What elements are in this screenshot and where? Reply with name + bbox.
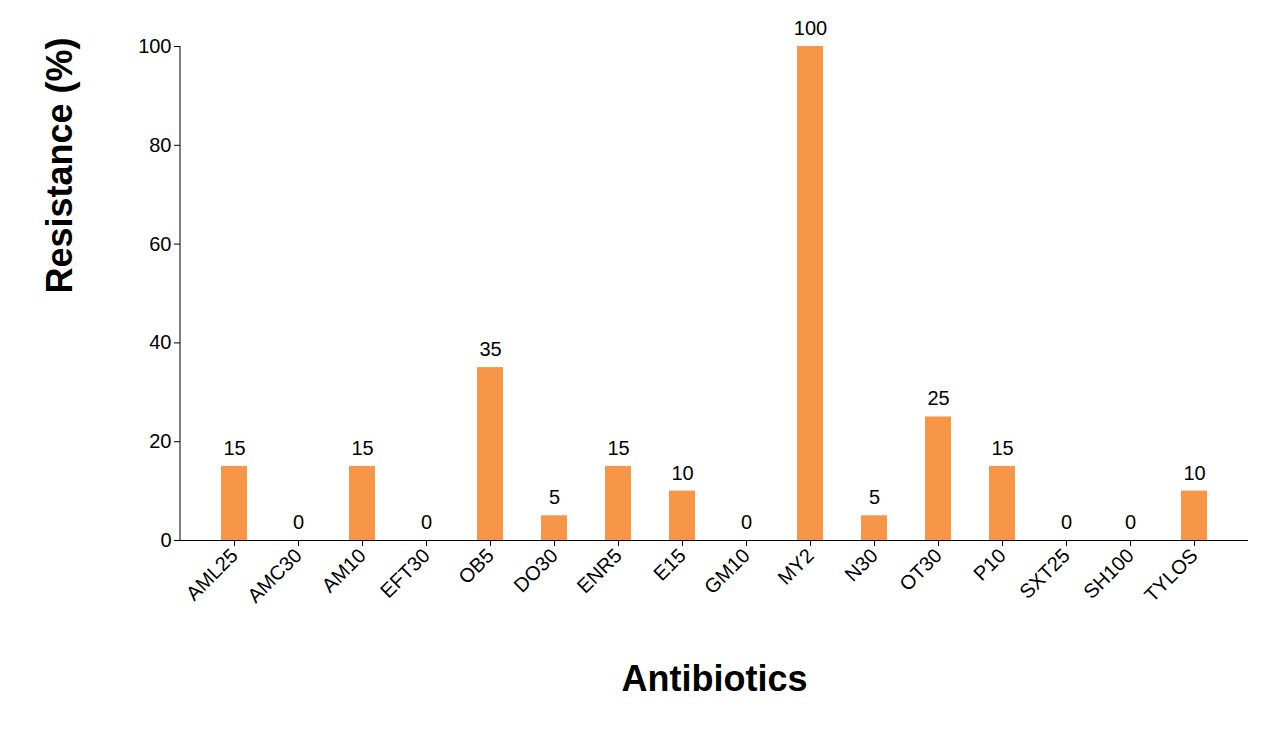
svg-text:EFT30: EFT30: [376, 544, 434, 602]
svg-text:0: 0: [421, 511, 432, 533]
svg-text:TYLOS: TYLOS: [1140, 544, 1202, 606]
svg-text:AML25: AML25: [181, 544, 241, 604]
svg-text:35: 35: [479, 338, 501, 360]
svg-text:5: 5: [869, 486, 880, 508]
svg-text:5: 5: [549, 486, 560, 508]
svg-text:100: 100: [138, 35, 171, 57]
svg-text:15: 15: [351, 437, 373, 459]
svg-text:20: 20: [149, 430, 171, 452]
svg-text:Resistance (%): Resistance (%): [39, 37, 80, 293]
svg-text:0: 0: [160, 529, 171, 551]
svg-text:P10: P10: [969, 544, 1010, 585]
svg-text:15: 15: [607, 437, 629, 459]
svg-text:SH100: SH100: [1079, 544, 1138, 603]
svg-text:15: 15: [991, 437, 1013, 459]
svg-text:25: 25: [927, 387, 949, 409]
svg-text:10: 10: [671, 462, 693, 484]
svg-text:0: 0: [741, 511, 752, 533]
svg-text:E15: E15: [649, 544, 690, 585]
svg-text:0: 0: [293, 511, 304, 533]
svg-text:N30: N30: [840, 544, 882, 586]
svg-text:40: 40: [149, 331, 171, 353]
svg-text:ENR5: ENR5: [573, 544, 626, 597]
svg-text:AM10: AM10: [317, 544, 370, 597]
svg-text:80: 80: [149, 134, 171, 156]
svg-text:Antibiotics: Antibiotics: [622, 658, 808, 699]
svg-text:100: 100: [794, 17, 827, 39]
svg-text:OT30: OT30: [895, 544, 946, 595]
svg-text:0: 0: [1061, 511, 1072, 533]
svg-text:15: 15: [223, 437, 245, 459]
svg-text:DO30: DO30: [509, 544, 562, 597]
svg-text:0: 0: [1125, 511, 1136, 533]
svg-text:60: 60: [149, 233, 171, 255]
svg-text:10: 10: [1183, 462, 1205, 484]
svg-text:AMC30: AMC30: [243, 544, 306, 607]
svg-text:GM10: GM10: [700, 544, 754, 598]
svg-text:MY2: MY2: [773, 544, 818, 589]
svg-text:SXT25: SXT25: [1015, 544, 1074, 603]
svg-text:OB5: OB5: [454, 544, 498, 588]
